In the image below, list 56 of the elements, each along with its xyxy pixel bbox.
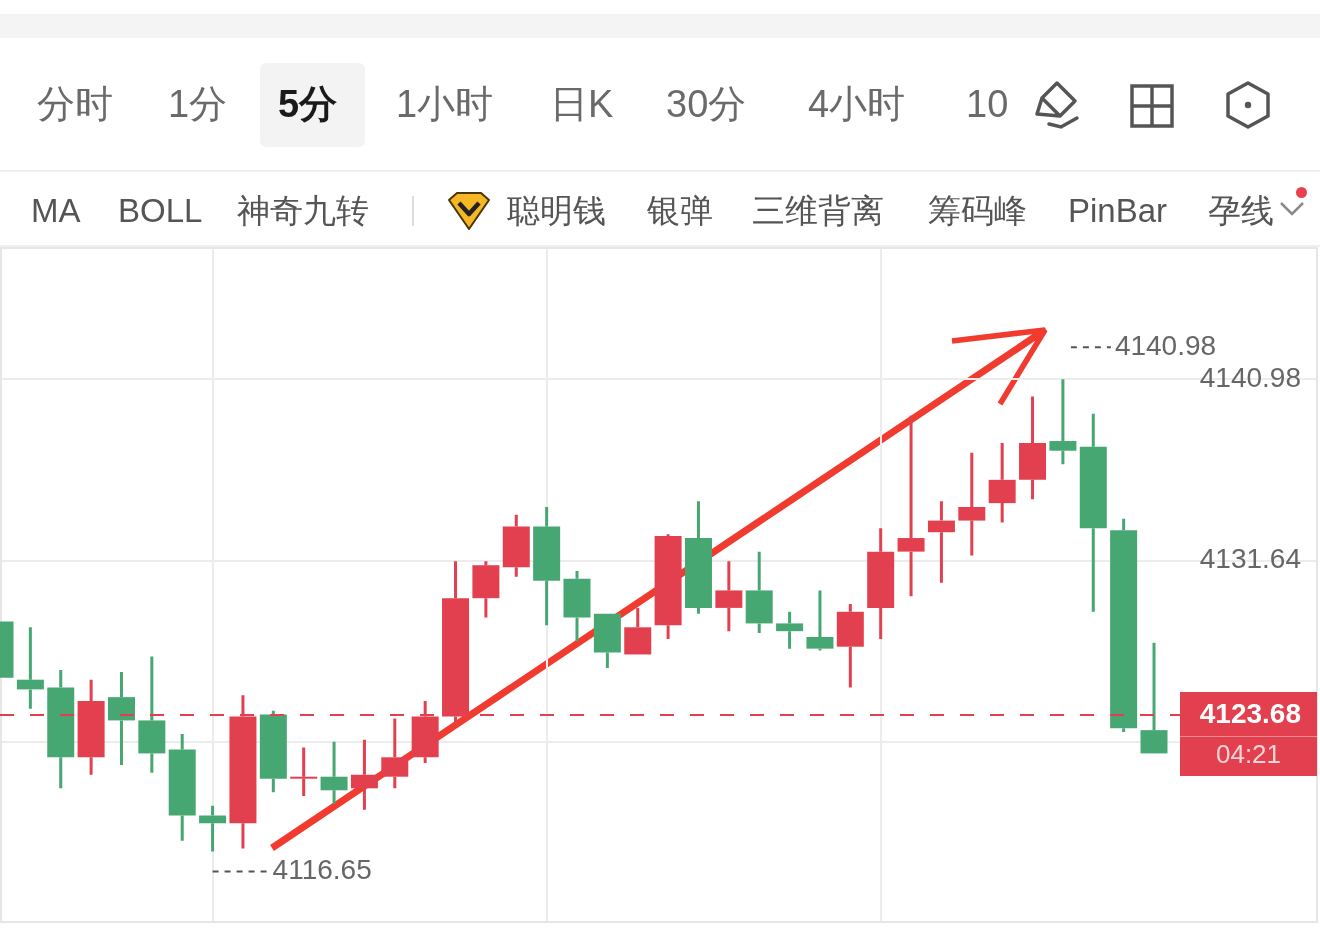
- text: 04:21: [1215, 739, 1282, 770]
- candlestick: [472, 561, 500, 618]
- candlestick: [502, 514, 530, 577]
- indicator-label: 孕线: [1208, 191, 1274, 231]
- annotation: 4116.65: [272, 854, 372, 886]
- candlestick: [138, 656, 166, 773]
- candlestick: [107, 671, 135, 766]
- candlestick: [1110, 518, 1138, 733]
- interval-label: 1分: [168, 82, 228, 126]
- candlestick: [715, 561, 743, 632]
- candlestick: [350, 739, 378, 810]
- candlestick: [745, 551, 773, 634]
- indicator-label: MA: [31, 191, 81, 231]
- candlestick: [381, 718, 409, 789]
- candlestick: [624, 607, 652, 655]
- y-tick-label: 4131.64: [1199, 543, 1301, 575]
- indicator-label: PinBar: [1068, 191, 1168, 231]
- candlestick: [897, 415, 925, 597]
- candlestick: [1019, 396, 1047, 500]
- candlestick: [806, 590, 834, 651]
- candlestick: [684, 501, 712, 614]
- interval-label: 分时: [37, 82, 113, 126]
- interval-label: 5分: [278, 82, 338, 126]
- interval-label: 1小时: [396, 82, 494, 126]
- interval-label: 4小时: [808, 82, 906, 126]
- candlestick: [836, 604, 864, 688]
- indicator-label: 银弹: [647, 191, 713, 231]
- candlestick: [533, 507, 561, 626]
- candlestick: [988, 442, 1016, 523]
- indicator-label: 三维背离: [752, 191, 884, 231]
- interval-label: 日K: [550, 82, 614, 126]
- ref-line-label: 4123.68: [1199, 697, 1301, 729]
- indicator-label: 聪明钱: [507, 191, 606, 231]
- candlestick: [259, 710, 287, 793]
- candlestick: [1049, 379, 1077, 465]
- indicator-label: BOLL: [118, 191, 203, 231]
- annotation: 4140.98: [1114, 330, 1217, 362]
- candlestick: [320, 741, 348, 804]
- candlestick: [199, 805, 227, 852]
- candlestick: [47, 669, 75, 789]
- candlestick: [593, 613, 621, 669]
- candlestick: [168, 734, 196, 841]
- candlestick: [1140, 642, 1168, 754]
- interval-label: 30分: [666, 82, 747, 126]
- candlestick: [654, 534, 682, 639]
- indicator-label: 筹码峰: [928, 191, 1027, 231]
- indicator-label: 神奇九转: [237, 191, 369, 231]
- candlestick: [290, 747, 318, 797]
- candlestick: [958, 452, 986, 556]
- candlestick: [16, 627, 44, 709]
- interval-label: 10: [966, 82, 1009, 126]
- candlestick: [867, 528, 895, 639]
- candlestick: [1079, 413, 1107, 612]
- candlestick: [927, 501, 955, 583]
- candlestick: [563, 571, 591, 641]
- candlestick: [776, 611, 804, 649]
